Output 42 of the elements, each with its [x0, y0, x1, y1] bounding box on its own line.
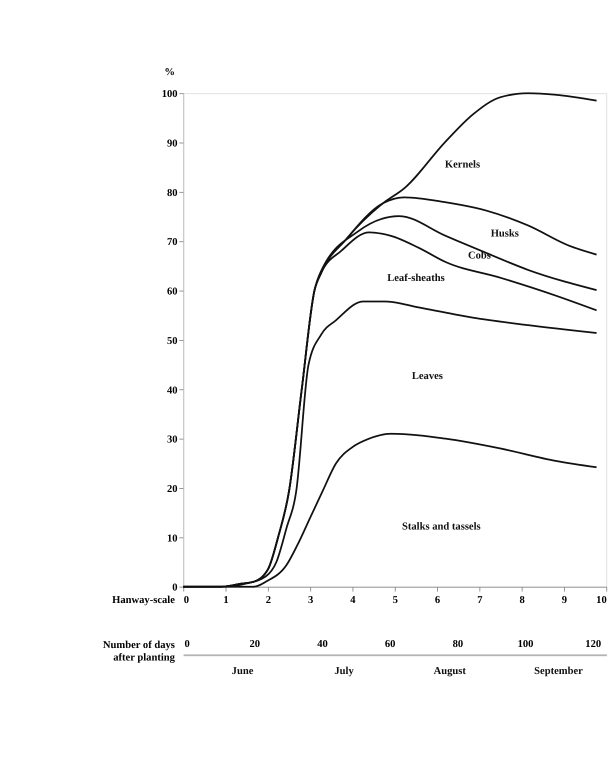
y-tick-label: 50 — [167, 336, 178, 347]
x-tick-label: 8 — [520, 595, 525, 606]
annotation: Leaf-sheaths — [387, 272, 445, 284]
text: September — [534, 666, 584, 677]
y-tick-label: 90 — [167, 138, 178, 150]
y-axis-title: % — [164, 67, 175, 78]
y-tick-label: 40 — [167, 385, 178, 396]
x2-tick-label: 0 — [184, 639, 190, 650]
x-tick-label: 10 — [596, 595, 607, 606]
y-tick-label: 0 — [172, 582, 178, 594]
x2-tick-label: 40 — [317, 639, 328, 650]
annotation: Husks — [490, 228, 519, 240]
x-tick-label: 0 — [184, 595, 190, 606]
annotation: Kernels — [444, 159, 480, 170]
x2-tick-label: 60 — [384, 639, 396, 650]
y-tick-label: 10 — [167, 533, 178, 544]
x2-axis-title: Number of days after planting — [102, 640, 176, 664]
x-tick-label: 6 — [434, 595, 440, 606]
x2-tick-label: 80 — [452, 639, 464, 650]
x-axis-title: Hanway-scale — [112, 595, 176, 606]
x-tick-label: 1 — [223, 595, 229, 606]
x-tick-label: 7 — [477, 595, 484, 606]
y-tick-label: 20 — [167, 484, 178, 495]
y-tick-label: 80 — [167, 188, 178, 199]
x-tick-label: 5 — [392, 595, 398, 606]
annotation: Leaves — [412, 371, 443, 382]
x2-tick-label: 120 — [585, 639, 602, 650]
x-tick-label: 3 — [308, 595, 314, 606]
x2-tick-label: 20 — [250, 639, 260, 650]
y-tick-label: 100 — [162, 89, 178, 100]
x-tick-label: 9 — [562, 595, 568, 606]
x-tick-label: 4 — [350, 595, 356, 606]
annotation: Cobs — [468, 250, 491, 262]
y-tick-label: 30 — [167, 434, 178, 446]
text: July — [334, 666, 354, 677]
text: June — [232, 666, 254, 677]
x-tick-label: 2 — [266, 595, 271, 606]
text: August — [434, 666, 466, 677]
y-tick-label: 70 — [167, 237, 178, 248]
annotation: Stalks and tassels — [402, 522, 481, 533]
x2-tick-label: 100 — [518, 639, 534, 650]
y-tick-label: 60 — [167, 286, 178, 298]
